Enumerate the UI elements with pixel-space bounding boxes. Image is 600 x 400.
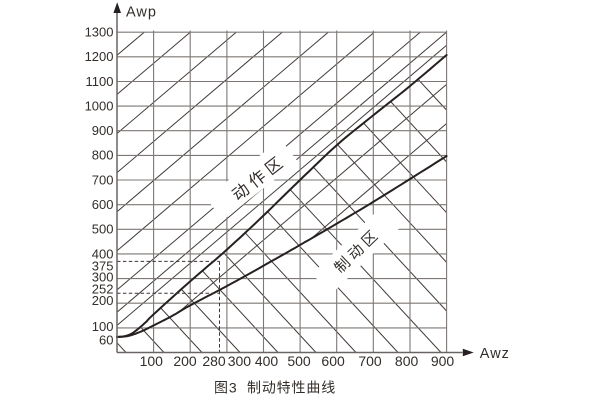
svg-text:375: 375 — [92, 258, 114, 273]
svg-text:100: 100 — [140, 353, 164, 369]
svg-text:1300: 1300 — [85, 25, 114, 40]
svg-text:Awz: Awz — [480, 346, 510, 362]
svg-text:1200: 1200 — [85, 49, 114, 64]
svg-text:300: 300 — [228, 353, 252, 369]
svg-text:300: 300 — [92, 270, 114, 285]
svg-text:800: 800 — [92, 148, 114, 163]
svg-text:900: 900 — [92, 123, 114, 138]
svg-text:700: 700 — [358, 353, 382, 369]
svg-text:400: 400 — [92, 247, 114, 262]
svg-text:900: 900 — [431, 353, 455, 369]
svg-text:252: 252 — [92, 282, 114, 297]
svg-text:200: 200 — [92, 293, 114, 308]
svg-text:图3 制动特性曲线: 图3 制动特性曲线 — [214, 379, 336, 395]
svg-text:400: 400 — [255, 353, 279, 369]
svg-text:Awp: Awp — [126, 5, 157, 21]
svg-text:800: 800 — [395, 353, 419, 369]
svg-text:1100: 1100 — [86, 74, 114, 89]
svg-text:700: 700 — [92, 172, 114, 187]
svg-text:600: 600 — [92, 197, 114, 212]
svg-text:60: 60 — [99, 332, 113, 347]
svg-text:100: 100 — [92, 319, 114, 334]
svg-text:280: 280 — [202, 353, 226, 369]
svg-text:500: 500 — [287, 353, 311, 369]
svg-text:600: 600 — [321, 353, 345, 369]
svg-text:1000: 1000 — [85, 98, 114, 113]
svg-text:500: 500 — [92, 222, 114, 237]
svg-text:200: 200 — [173, 353, 197, 369]
